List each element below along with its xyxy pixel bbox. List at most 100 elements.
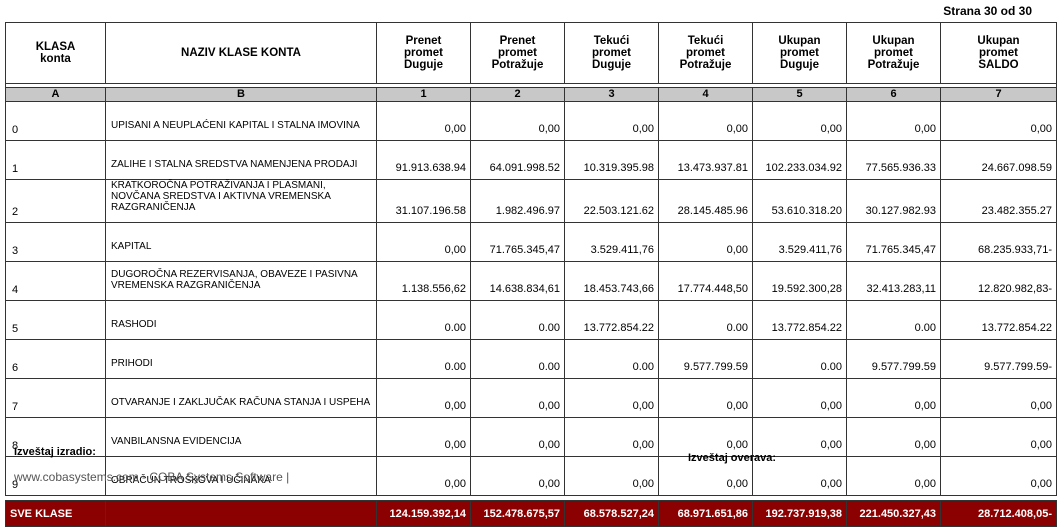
class-number: 6	[5, 339, 106, 379]
col-letter: 4	[658, 87, 753, 102]
col-letter: 6	[846, 87, 941, 102]
class-name: RASHODI	[105, 300, 377, 340]
class-number: 2	[5, 179, 106, 223]
class-name: OTVARANJE I ZAKLJUČAK RAČUNA STANJA I US…	[105, 378, 377, 418]
amount-cell: 0,00	[846, 417, 941, 457]
class-name: PRIHODI	[105, 339, 377, 379]
amount-cell: 0,00	[658, 101, 753, 141]
amount-cell: 77.565.936.33	[846, 140, 941, 180]
table-row: 4 DUGOROČNA REZERVISANJA, OBAVEZE I PASIV…	[5, 261, 1057, 301]
website-credit: www.cobasystems.com - COBA Systems Softw…	[14, 470, 290, 484]
amount-cell: 9.577.799.59	[846, 339, 941, 379]
table-row: 0 UPISANI A NEUPLAĆENI KAPITAL I STALNA I…	[5, 101, 1057, 141]
amount-cell: 10.319.395.98	[564, 140, 659, 180]
class-number: 1	[5, 140, 106, 180]
amount-cell: 68.235.933,71-	[940, 222, 1057, 262]
amount-cell: 0,00	[940, 101, 1057, 141]
header-naziv: NAZIV KLASE KONTA	[105, 22, 377, 84]
amount-cell: 3.529.411,76	[752, 222, 847, 262]
col-letter: 2	[470, 87, 565, 102]
header-col-6: Ukupan promet Potražuje	[846, 22, 941, 84]
class-name: ZALIHE I STALNA SREDSTVA NAMENJENA PRODA…	[105, 140, 377, 180]
header-col-7: Ukupan promet SALDO	[940, 22, 1057, 84]
table-row: 2 KRATKOROČNA POTRAŽIVANJA I PLASMANI, NO…	[5, 179, 1057, 223]
col-letter: B	[105, 87, 377, 102]
col-letter: 3	[564, 87, 659, 102]
col-letter: 5	[752, 87, 847, 102]
amount-cell: 0.00	[470, 300, 565, 340]
amount-cell: 0,00	[376, 378, 471, 418]
class-number: 9	[5, 456, 106, 496]
amount-cell: 24.667.098.59	[940, 140, 1057, 180]
amount-cell: 0,00	[470, 378, 565, 418]
class-name: KAPITAL	[105, 222, 377, 262]
amount-cell: 0,00	[376, 101, 471, 141]
amount-cell: 71.765.345,47	[470, 222, 565, 262]
amount-cell: 0,00	[846, 456, 941, 496]
amount-cell: 13.473.937.81	[658, 140, 753, 180]
total-value: 28.712.408,05-	[940, 500, 1057, 527]
header-row: KLASA konta NAZIV KLASE KONTA Prenet prom…	[5, 22, 1057, 84]
amount-cell: 0,00	[940, 378, 1057, 418]
header-col-3: Tekući promet Duguje	[564, 22, 659, 84]
class-name: UPISANI A NEUPLAĆENI KAPITAL I STALNA IM…	[105, 101, 377, 141]
amount-cell: 0,00	[752, 378, 847, 418]
table-row: 5 RASHODI 0.00 0.00 13.772.854.22 0.00 13.772.…	[5, 300, 1057, 340]
amount-cell: 0,00	[658, 417, 753, 457]
amount-cell: 0,00	[564, 456, 659, 496]
class-name: VANBILANSNA EVIDENCIJA	[105, 417, 377, 457]
amount-cell: 0,00	[658, 378, 753, 418]
amount-cell: 0,00	[658, 222, 753, 262]
total-value: 221.450.327,43	[846, 500, 941, 527]
report-prepared-by-label: Izveštaj izradio:	[14, 446, 96, 458]
total-label: SVE KLASE	[5, 500, 106, 527]
amount-cell: 0.00	[564, 339, 659, 379]
col-letter: 1	[376, 87, 471, 102]
class-name: DUGOROČNA REZERVISANJA, OBAVEZE I PASIVN…	[105, 261, 377, 301]
table-row: 8 VANBILANSNA EVIDENCIJA 0,00 0,00 0,00 0,00 0…	[5, 417, 1057, 457]
report-certified-by-label: Izveštaj overava:	[688, 452, 777, 464]
class-name: OBRAČUN TROŠKOVA I UČINAKA	[105, 456, 377, 496]
amount-cell: 0,00	[752, 101, 847, 141]
amount-cell: 64.091.998.52	[470, 140, 565, 180]
amount-cell: 102.233.034.92	[752, 140, 847, 180]
amount-cell: 0,00	[564, 417, 659, 457]
amount-cell: 32.413.283,11	[846, 261, 941, 301]
header-col-4: Tekući promet Potražuje	[658, 22, 753, 84]
amount-cell: 23.482.355.27	[940, 179, 1057, 223]
amount-cell: 19.592.300,28	[752, 261, 847, 301]
amount-cell: 22.503.121.62	[564, 179, 659, 223]
amount-cell: 0.00	[376, 300, 471, 340]
header-col-5: Ukupan promet Duguje	[752, 22, 847, 84]
class-number: 8	[5, 417, 106, 457]
total-value: 68.578.527,24	[564, 500, 659, 527]
amount-cell: 0,00	[940, 456, 1057, 496]
amount-cell: 18.453.743,66	[564, 261, 659, 301]
amount-cell: 0,00	[940, 417, 1057, 457]
amount-cell: 17.774.448,50	[658, 261, 753, 301]
class-number: 7	[5, 378, 106, 418]
amount-cell: 0,00	[752, 417, 847, 457]
amount-cell: 12.820.982,83-	[940, 261, 1057, 301]
amount-cell: 0,00	[658, 456, 753, 496]
amount-cell: 0,00	[470, 456, 565, 496]
amount-cell: 0,00	[752, 456, 847, 496]
total-value: 192.737.919,38	[752, 500, 847, 527]
col-letter: A	[5, 87, 106, 102]
amount-cell: 0.00	[470, 339, 565, 379]
col-letter: 7	[940, 87, 1057, 102]
amount-cell: 0,00	[846, 378, 941, 418]
class-number: 4	[5, 261, 106, 301]
total-empty	[105, 500, 377, 527]
amount-cell: 0,00	[470, 101, 565, 141]
page-number: Strana 30 od 30	[943, 4, 1032, 18]
amount-cell: 1.138.556,62	[376, 261, 471, 301]
amount-cell: 53.610.318.20	[752, 179, 847, 223]
class-number: 5	[5, 300, 106, 340]
amount-cell: 0.00	[658, 300, 753, 340]
header-col-2: Prenet promet Potražuje	[470, 22, 565, 84]
amount-cell: 3.529.411,76	[564, 222, 659, 262]
amount-cell: 9.577.799.59	[658, 339, 753, 379]
header-klasa-line2: konta	[40, 53, 71, 65]
total-value: 124.159.392,14	[376, 500, 471, 527]
